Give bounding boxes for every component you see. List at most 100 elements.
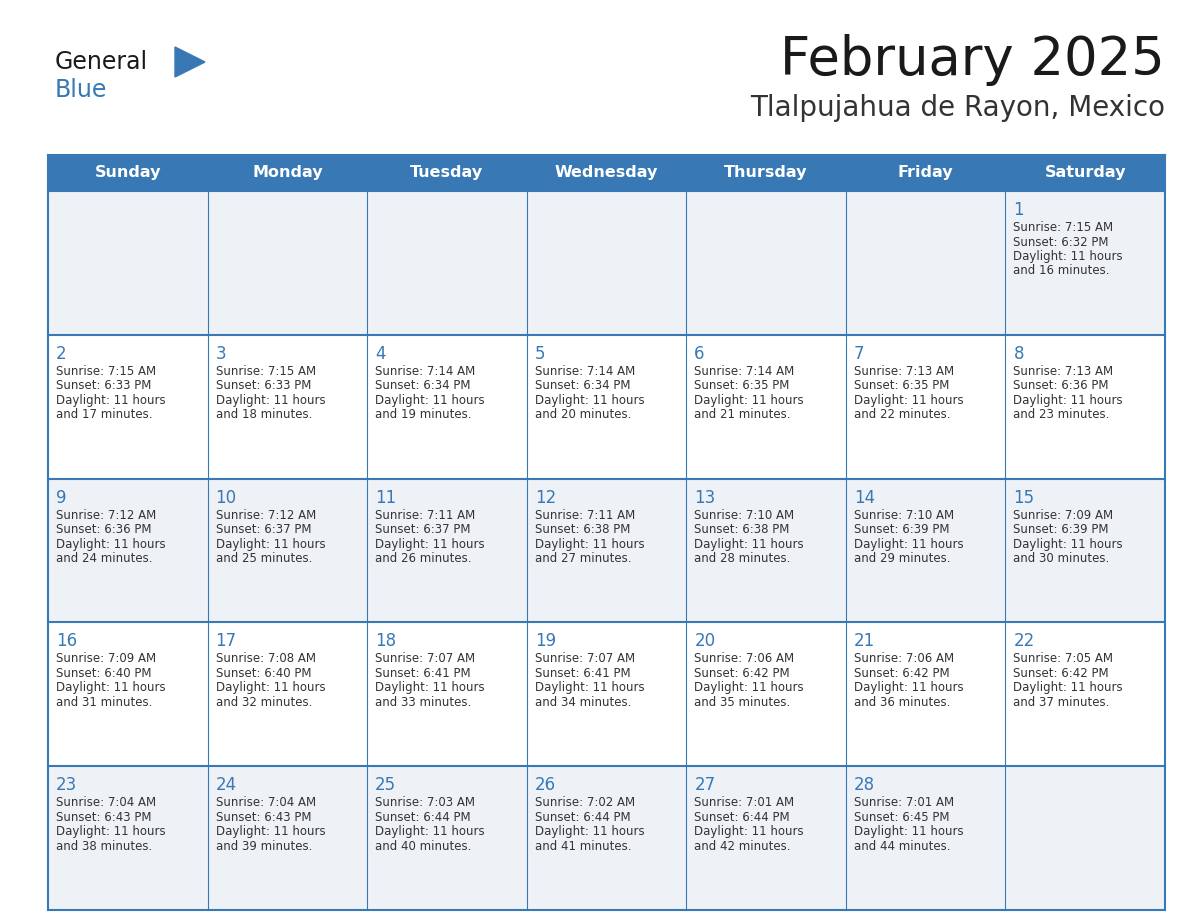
Text: Sunset: 6:37 PM: Sunset: 6:37 PM [375,523,470,536]
Text: 3: 3 [215,345,226,363]
Bar [48,622,1165,767]
Text: Sunrise: 7:15 AM: Sunrise: 7:15 AM [1013,221,1113,234]
Text: Daylight: 11 hours: Daylight: 11 hours [694,538,804,551]
Text: and 23 minutes.: and 23 minutes. [1013,409,1110,421]
Text: Daylight: 11 hours: Daylight: 11 hours [1013,394,1123,407]
Text: 15: 15 [1013,488,1035,507]
Text: Daylight: 11 hours: Daylight: 11 hours [535,394,644,407]
Text: Daylight: 11 hours: Daylight: 11 hours [375,681,485,694]
Text: Sunset: 6:44 PM: Sunset: 6:44 PM [535,811,631,823]
Text: Daylight: 11 hours: Daylight: 11 hours [535,538,644,551]
Text: and 42 minutes.: and 42 minutes. [694,840,791,853]
Text: and 29 minutes.: and 29 minutes. [854,552,950,565]
Text: Sunset: 6:32 PM: Sunset: 6:32 PM [1013,236,1108,249]
Text: Sunset: 6:43 PM: Sunset: 6:43 PM [56,811,152,823]
Text: Daylight: 11 hours: Daylight: 11 hours [215,825,326,838]
Text: General: General [55,50,148,74]
Text: Sunset: 6:41 PM: Sunset: 6:41 PM [535,666,631,680]
Text: 8: 8 [1013,345,1024,363]
Text: Sunrise: 7:13 AM: Sunrise: 7:13 AM [854,364,954,378]
Bar [48,767,1165,910]
Text: Sunset: 6:36 PM: Sunset: 6:36 PM [1013,379,1108,392]
Text: and 34 minutes.: and 34 minutes. [535,696,631,709]
Text: Daylight: 11 hours: Daylight: 11 hours [1013,250,1123,263]
Text: Sunrise: 7:04 AM: Sunrise: 7:04 AM [56,796,156,809]
Polygon shape [175,47,206,77]
Text: Daylight: 11 hours: Daylight: 11 hours [854,394,963,407]
Text: Sunrise: 7:14 AM: Sunrise: 7:14 AM [694,364,795,378]
Text: and 44 minutes.: and 44 minutes. [854,840,950,853]
Text: and 22 minutes.: and 22 minutes. [854,409,950,421]
Text: Sunrise: 7:06 AM: Sunrise: 7:06 AM [854,653,954,666]
Text: 25: 25 [375,777,397,794]
Text: Sunrise: 7:15 AM: Sunrise: 7:15 AM [56,364,156,378]
Text: Sunset: 6:39 PM: Sunset: 6:39 PM [854,523,949,536]
Text: Daylight: 11 hours: Daylight: 11 hours [1013,681,1123,694]
Text: and 16 minutes.: and 16 minutes. [1013,264,1110,277]
Text: Blue: Blue [55,78,107,102]
Text: Sunset: 6:37 PM: Sunset: 6:37 PM [215,523,311,536]
Text: Daylight: 11 hours: Daylight: 11 hours [375,825,485,838]
Text: 4: 4 [375,345,386,363]
Text: Sunrise: 7:06 AM: Sunrise: 7:06 AM [694,653,795,666]
Text: Daylight: 11 hours: Daylight: 11 hours [854,681,963,694]
Text: Sunrise: 7:11 AM: Sunrise: 7:11 AM [535,509,634,521]
Text: Sunrise: 7:02 AM: Sunrise: 7:02 AM [535,796,634,809]
Text: Saturday: Saturday [1044,165,1126,181]
Text: 23: 23 [56,777,77,794]
Text: Sunset: 6:38 PM: Sunset: 6:38 PM [535,523,630,536]
Bar [48,155,1165,191]
Text: Sunrise: 7:09 AM: Sunrise: 7:09 AM [56,653,156,666]
Text: and 37 minutes.: and 37 minutes. [1013,696,1110,709]
Text: and 17 minutes.: and 17 minutes. [56,409,152,421]
Text: Daylight: 11 hours: Daylight: 11 hours [854,538,963,551]
Text: and 25 minutes.: and 25 minutes. [215,552,312,565]
Text: Sunrise: 7:08 AM: Sunrise: 7:08 AM [215,653,316,666]
Text: 24: 24 [215,777,236,794]
Text: 21: 21 [854,633,876,650]
Text: Sunset: 6:42 PM: Sunset: 6:42 PM [694,666,790,680]
Text: Sunrise: 7:05 AM: Sunrise: 7:05 AM [1013,653,1113,666]
Text: Daylight: 11 hours: Daylight: 11 hours [215,681,326,694]
Text: Sunset: 6:34 PM: Sunset: 6:34 PM [535,379,630,392]
Text: Tuesday: Tuesday [410,165,484,181]
Text: 28: 28 [854,777,876,794]
Text: 5: 5 [535,345,545,363]
Text: Sunset: 6:33 PM: Sunset: 6:33 PM [56,379,151,392]
Text: Daylight: 11 hours: Daylight: 11 hours [535,681,644,694]
Text: 20: 20 [694,633,715,650]
Text: Sunrise: 7:12 AM: Sunrise: 7:12 AM [56,509,157,521]
Text: 7: 7 [854,345,865,363]
Text: Monday: Monday [252,165,323,181]
Text: Daylight: 11 hours: Daylight: 11 hours [694,394,804,407]
Text: Tlalpujahua de Rayon, Mexico: Tlalpujahua de Rayon, Mexico [750,94,1165,122]
Text: Sunrise: 7:07 AM: Sunrise: 7:07 AM [375,653,475,666]
Text: February 2025: February 2025 [781,34,1165,86]
Text: Daylight: 11 hours: Daylight: 11 hours [694,825,804,838]
Text: 2: 2 [56,345,67,363]
Text: and 35 minutes.: and 35 minutes. [694,696,790,709]
Text: Daylight: 11 hours: Daylight: 11 hours [854,825,963,838]
Text: Daylight: 11 hours: Daylight: 11 hours [375,538,485,551]
Text: and 20 minutes.: and 20 minutes. [535,409,631,421]
Text: Daylight: 11 hours: Daylight: 11 hours [215,538,326,551]
Text: Sunrise: 7:13 AM: Sunrise: 7:13 AM [1013,364,1113,378]
Text: and 40 minutes.: and 40 minutes. [375,840,472,853]
Text: and 27 minutes.: and 27 minutes. [535,552,631,565]
Text: Sunset: 6:39 PM: Sunset: 6:39 PM [1013,523,1108,536]
Text: Sunset: 6:42 PM: Sunset: 6:42 PM [1013,666,1110,680]
Text: Daylight: 11 hours: Daylight: 11 hours [56,681,165,694]
Text: 11: 11 [375,488,397,507]
Text: 14: 14 [854,488,876,507]
Text: and 24 minutes.: and 24 minutes. [56,552,152,565]
Text: Sunset: 6:44 PM: Sunset: 6:44 PM [375,811,470,823]
Text: Sunrise: 7:11 AM: Sunrise: 7:11 AM [375,509,475,521]
Text: and 21 minutes.: and 21 minutes. [694,409,791,421]
Text: 16: 16 [56,633,77,650]
Text: Sunrise: 7:10 AM: Sunrise: 7:10 AM [694,509,795,521]
Text: 22: 22 [1013,633,1035,650]
Text: Sunrise: 7:10 AM: Sunrise: 7:10 AM [854,509,954,521]
Text: and 33 minutes.: and 33 minutes. [375,696,472,709]
Text: Daylight: 11 hours: Daylight: 11 hours [1013,538,1123,551]
Text: 18: 18 [375,633,397,650]
